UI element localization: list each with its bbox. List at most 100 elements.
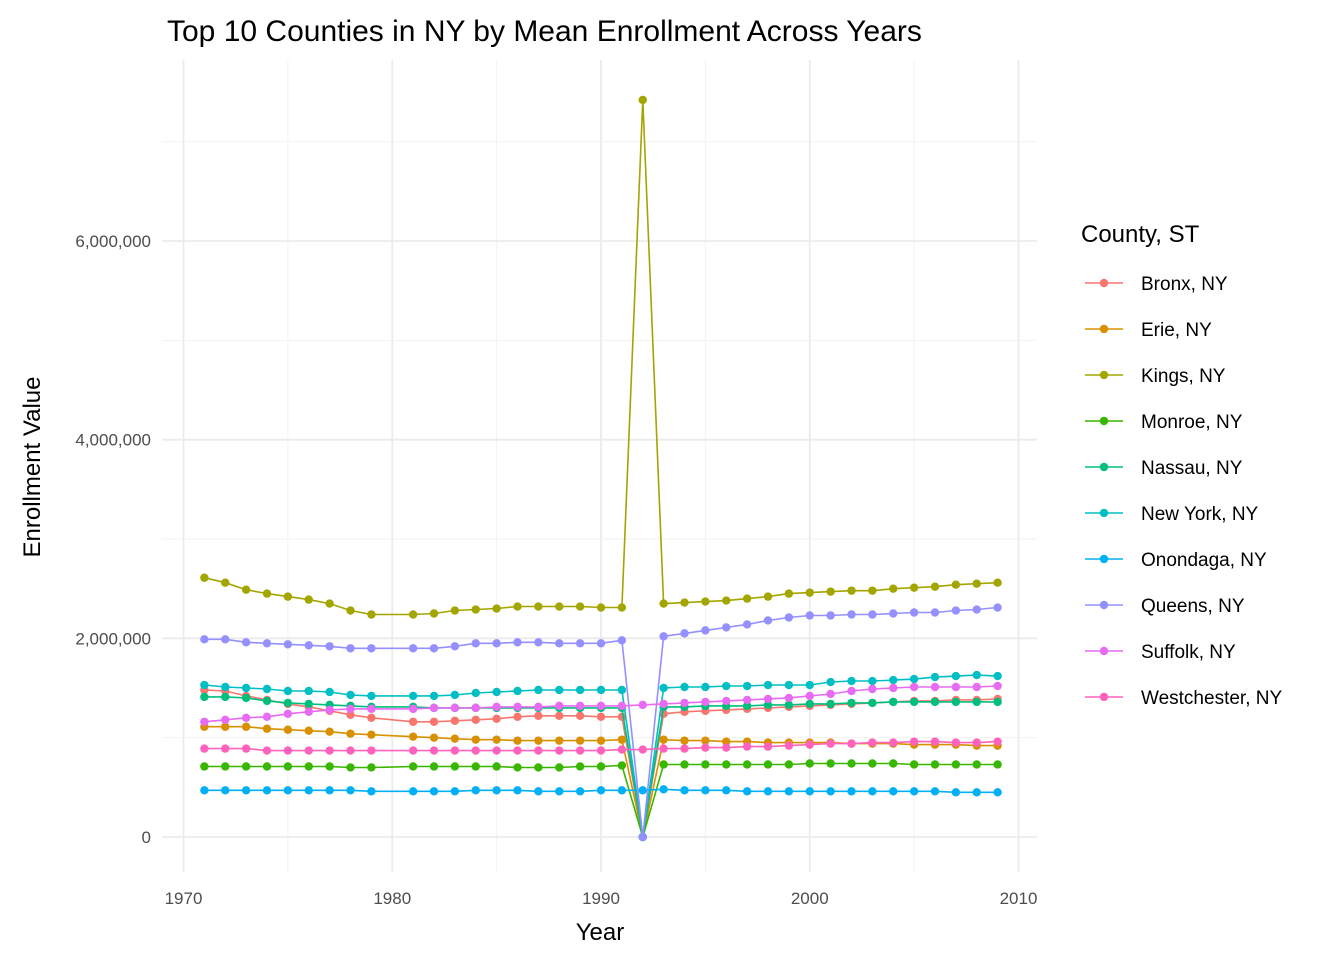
data-point	[701, 682, 710, 692]
data-point	[951, 697, 961, 707]
data-point	[513, 638, 522, 647]
legend-item: Monroe, NY	[1085, 412, 1243, 433]
data-point	[701, 597, 710, 606]
data-point	[742, 681, 752, 691]
data-point	[596, 685, 606, 695]
data-point	[847, 759, 856, 768]
data-point	[805, 740, 814, 749]
data-point	[993, 603, 1002, 612]
legend-item: Onondaga, NY	[1085, 550, 1267, 571]
data-point	[909, 583, 919, 592]
data-point	[429, 787, 439, 796]
data-point	[450, 787, 460, 796]
data-point	[492, 687, 501, 697]
data-point	[221, 578, 230, 587]
data-point	[262, 712, 272, 722]
data-point	[262, 589, 272, 598]
data-point	[805, 787, 814, 796]
data-point	[742, 695, 752, 705]
data-point	[659, 699, 668, 709]
data-point	[596, 786, 606, 795]
data-point	[262, 746, 272, 755]
data-point	[763, 787, 773, 796]
data-point	[367, 730, 376, 739]
data-point	[471, 605, 480, 614]
data-point	[471, 703, 480, 713]
data-point	[680, 786, 689, 795]
data-point	[617, 761, 627, 770]
data-point	[763, 592, 773, 601]
data-point	[763, 742, 773, 751]
data-point	[367, 704, 376, 714]
data-point	[575, 639, 585, 648]
data-point	[346, 710, 355, 720]
data-point	[868, 787, 877, 796]
data-point	[241, 722, 251, 731]
data-point	[471, 735, 480, 744]
data-point	[638, 745, 647, 754]
data-point	[283, 786, 293, 795]
data-point	[742, 594, 752, 603]
data-point	[283, 698, 293, 708]
data-point	[534, 711, 543, 721]
data-point	[575, 762, 585, 771]
data-point	[596, 762, 606, 771]
data-point	[951, 682, 961, 692]
data-point	[909, 760, 919, 769]
data-point	[784, 787, 794, 796]
x-tick-label: 2000	[791, 889, 829, 908]
data-point	[930, 582, 940, 591]
data-point	[429, 746, 439, 755]
legend: Bronx, NY Erie, NY Kings, NY Monroe, NY Nass…	[1085, 274, 1282, 709]
data-point	[513, 602, 522, 611]
data-point	[346, 644, 355, 653]
data-point	[513, 712, 522, 722]
data-point	[659, 735, 668, 744]
data-point	[868, 698, 877, 708]
data-point	[909, 682, 919, 692]
data-point	[951, 788, 961, 797]
data-point	[930, 608, 940, 617]
data-point	[868, 684, 877, 694]
data-point	[346, 786, 355, 795]
legend-item: Queens, NY	[1085, 596, 1245, 617]
data-point	[930, 682, 940, 692]
data-point	[450, 746, 460, 755]
data-point	[283, 686, 293, 696]
data-point	[304, 746, 313, 755]
data-point	[889, 675, 898, 685]
legend-item: Suffolk, NY	[1085, 642, 1236, 663]
data-point	[659, 683, 668, 693]
data-point	[534, 685, 543, 695]
data-point	[408, 610, 418, 619]
data-point	[972, 738, 981, 747]
legend-label: Bronx, NY	[1141, 274, 1228, 295]
data-point	[722, 737, 731, 746]
data-point	[784, 613, 794, 622]
data-point	[993, 681, 1002, 691]
data-point	[659, 632, 668, 641]
data-point	[868, 759, 877, 768]
data-point	[408, 717, 418, 726]
data-point	[826, 699, 835, 709]
data-point	[555, 602, 564, 611]
legend-key-point	[1099, 554, 1109, 564]
data-point	[471, 715, 480, 724]
legend-label: Suffolk, NY	[1141, 642, 1236, 663]
data-point	[617, 735, 627, 744]
data-point	[346, 690, 355, 700]
data-point	[638, 95, 647, 105]
data-point	[471, 639, 480, 648]
data-point	[450, 642, 460, 651]
data-point	[471, 762, 480, 771]
data-point	[972, 682, 981, 692]
data-point	[889, 683, 898, 693]
data-point	[951, 760, 961, 769]
data-point	[722, 786, 731, 795]
series-queens-ny	[200, 603, 1002, 842]
data-point	[951, 671, 961, 681]
data-point	[575, 746, 585, 755]
data-point	[534, 746, 543, 755]
data-point	[346, 746, 355, 755]
data-point	[889, 697, 898, 707]
